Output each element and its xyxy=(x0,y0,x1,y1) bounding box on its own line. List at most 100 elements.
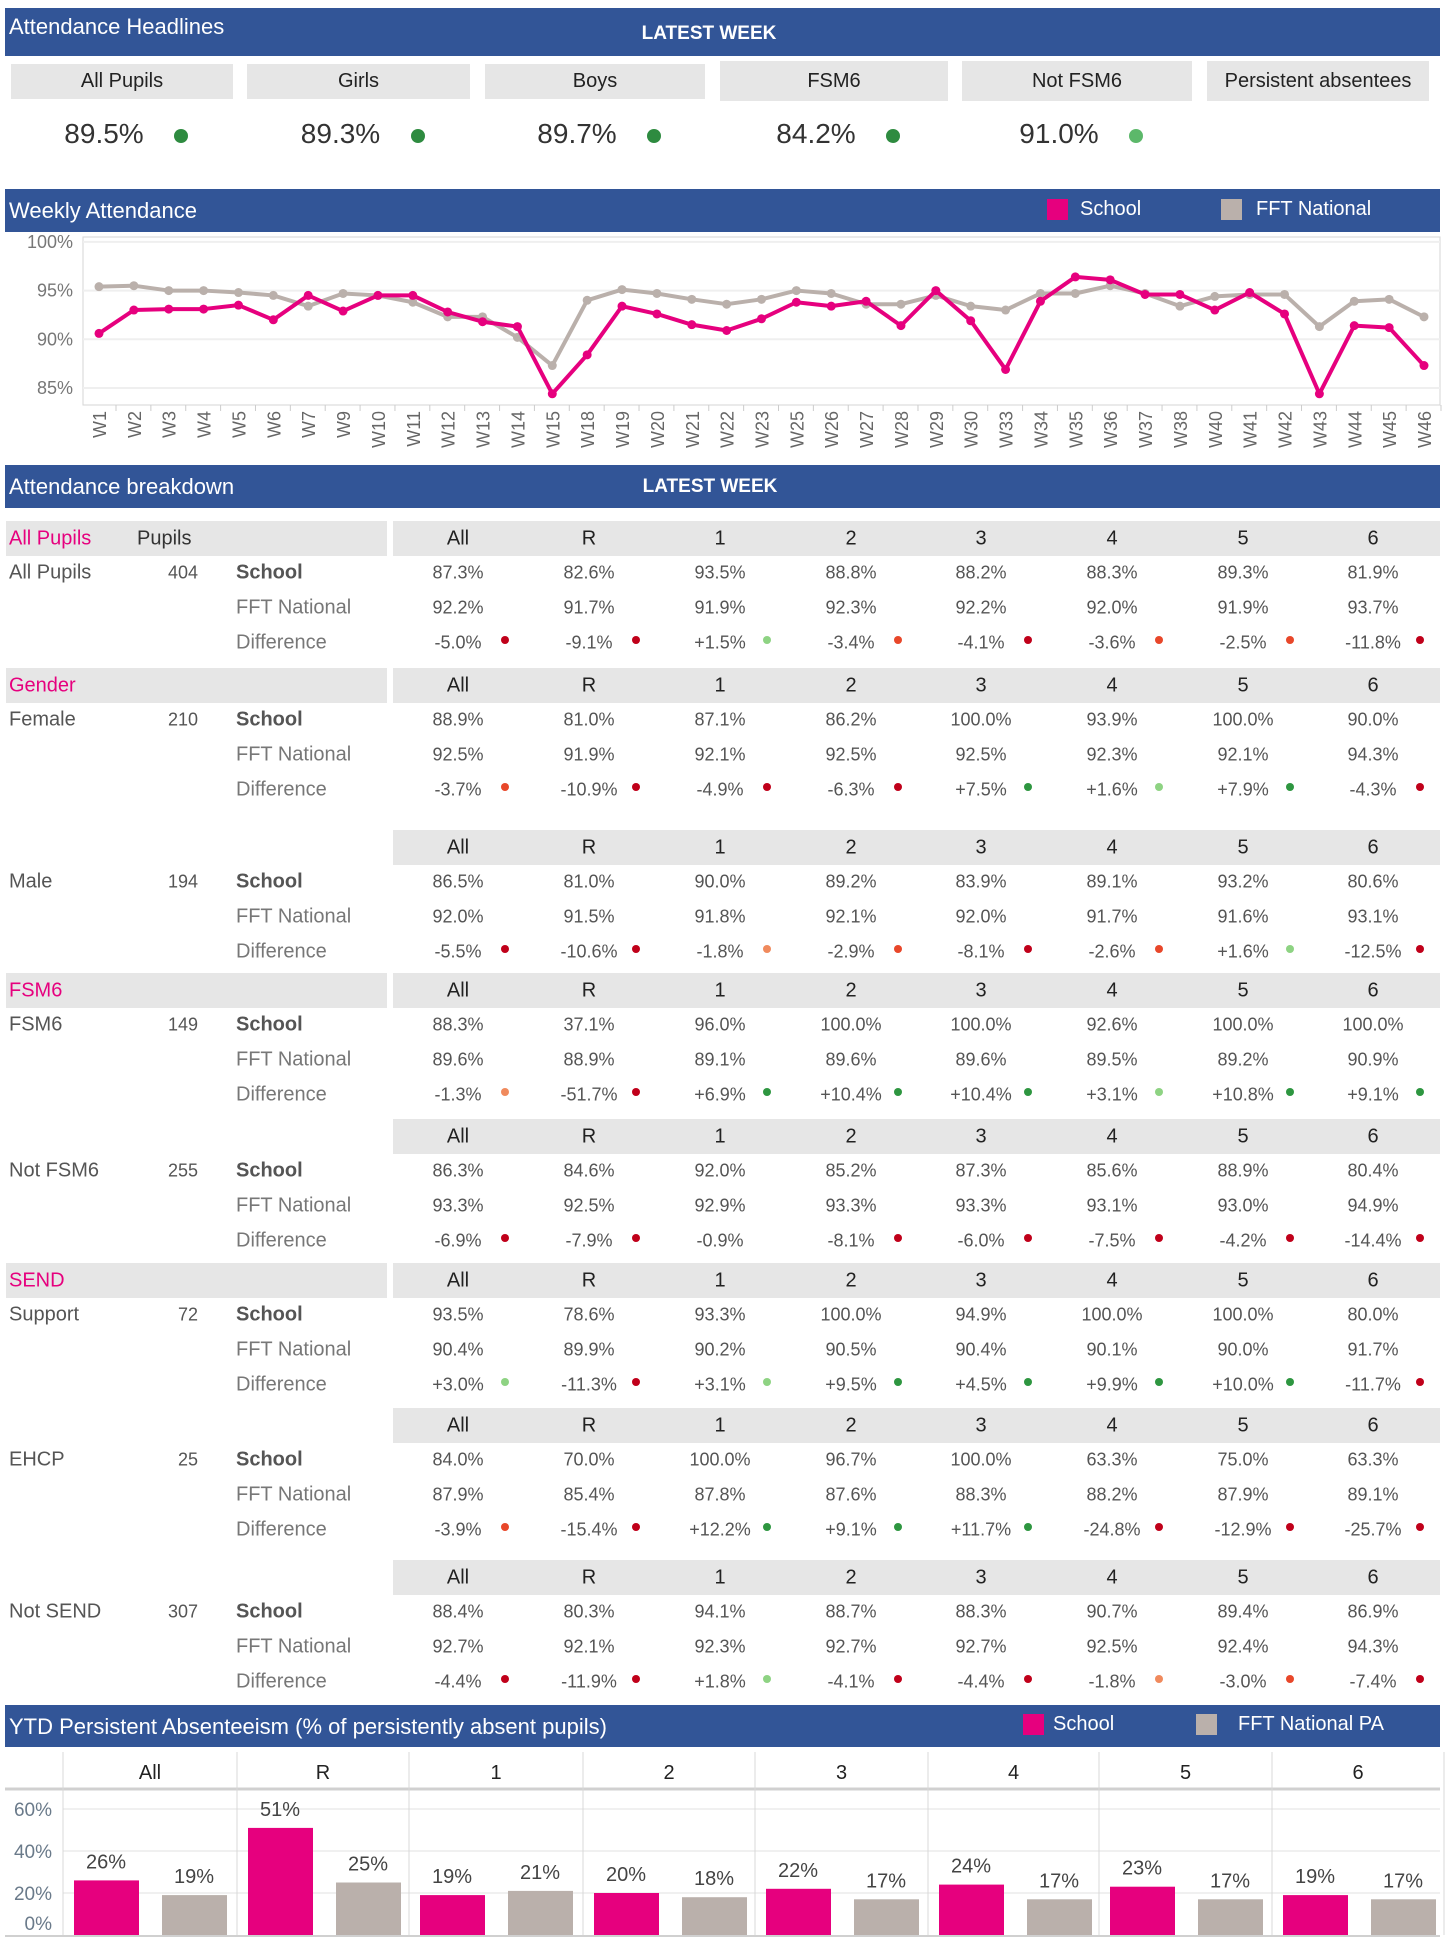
status-dot-icon xyxy=(1129,129,1143,143)
national-value: 92.3% xyxy=(825,597,877,618)
school-value: 100.0% xyxy=(950,1014,1012,1035)
grade-header-5: 5 xyxy=(1237,1566,1249,1589)
pupil-count: 25 xyxy=(177,1449,198,1470)
headline-value: 84.2% xyxy=(776,118,856,149)
headline-value: 89.5% xyxy=(64,118,144,149)
grade-header-r: R xyxy=(581,1566,597,1589)
data-point-school xyxy=(94,328,104,338)
school-value: 37.1% xyxy=(563,1014,615,1035)
school-value: 82.6% xyxy=(563,562,615,583)
school-value: 96.0% xyxy=(694,1014,746,1035)
school-value: 78.6% xyxy=(563,1304,615,1325)
bar-school xyxy=(1110,1886,1175,1935)
national-legend-label: FFT National xyxy=(1256,198,1372,220)
data-point-school xyxy=(338,306,348,316)
x-tick-label: W28 xyxy=(892,411,912,448)
status-dot-icon xyxy=(1024,1234,1032,1242)
school-value: 81.0% xyxy=(563,709,615,730)
school-value: 86.5% xyxy=(432,871,484,892)
data-point-school xyxy=(861,296,871,306)
data-point-national xyxy=(1070,288,1080,298)
grade-header-3: 3 xyxy=(975,979,987,1002)
national-value: 89.1% xyxy=(1347,1484,1399,1505)
status-dot-icon xyxy=(174,129,188,143)
x-tick-label: W7 xyxy=(299,411,319,438)
bar-national xyxy=(162,1895,227,1935)
data-point-school xyxy=(1070,272,1080,282)
difference-value: -8.1% xyxy=(827,1230,875,1251)
data-point-school xyxy=(652,309,662,319)
national-value: 92.1% xyxy=(694,744,746,765)
grade-header-6: 6 xyxy=(1367,1414,1379,1437)
data-point-school xyxy=(1210,305,1220,315)
difference-value: +10.0% xyxy=(1212,1374,1274,1395)
headline-tile-all-pupils: All Pupils xyxy=(11,64,233,99)
difference-value: +9.1% xyxy=(1347,1084,1399,1105)
status-dot-icon xyxy=(1416,1234,1424,1242)
grade-header-row xyxy=(393,1560,1440,1595)
grade-header-all: All xyxy=(446,1414,470,1437)
national-value: 90.4% xyxy=(955,1339,1007,1360)
difference-value: -1.3% xyxy=(434,1084,482,1105)
y-tick-label: 85% xyxy=(37,378,73,398)
school-legend-label: School xyxy=(1080,198,1142,220)
school-value: 100.0% xyxy=(820,1014,882,1035)
status-dot-icon xyxy=(1416,1523,1424,1531)
data-point-school xyxy=(896,321,906,331)
category-label: R xyxy=(316,1762,330,1784)
status-dot-icon xyxy=(647,129,661,143)
status-dot-icon xyxy=(763,636,771,644)
national-value: 94.3% xyxy=(1347,744,1399,765)
national-value: 93.3% xyxy=(825,1195,877,1216)
difference-value: +1.6% xyxy=(1217,941,1269,962)
school-value: 100.0% xyxy=(820,1304,882,1325)
school-value: 100.0% xyxy=(950,1449,1012,1470)
data-point-national xyxy=(582,295,592,305)
national-value: 89.1% xyxy=(694,1049,746,1070)
status-dot-icon xyxy=(1416,1088,1424,1096)
status-dot-icon xyxy=(763,1378,771,1386)
difference-value: -4.4% xyxy=(434,1671,482,1692)
row-label-difference: Difference xyxy=(236,1373,327,1396)
difference-value: -4.3% xyxy=(1349,779,1397,800)
difference-value: -0.9% xyxy=(696,1230,744,1251)
grade-header-r: R xyxy=(581,1269,597,1292)
status-dot-icon xyxy=(763,783,771,791)
national-value: 92.1% xyxy=(1217,744,1269,765)
national-value: 90.9% xyxy=(1347,1049,1399,1070)
difference-value: -2.5% xyxy=(1219,632,1267,653)
grade-header-4: 4 xyxy=(1106,1125,1118,1148)
grade-header-row xyxy=(393,830,1440,865)
difference-value: +1.8% xyxy=(694,1671,746,1692)
pupil-count: 210 xyxy=(167,709,198,730)
difference-value: +3.1% xyxy=(1086,1084,1138,1105)
grade-header-all: All xyxy=(446,1125,470,1148)
data-point-school xyxy=(1105,275,1115,285)
grade-header-3: 3 xyxy=(975,1125,987,1148)
x-tick-label: W20 xyxy=(648,411,668,448)
school-legend-swatch xyxy=(1047,199,1068,220)
school-value: 93.3% xyxy=(694,1304,746,1325)
data-point-national xyxy=(687,294,697,304)
difference-value: -8.1% xyxy=(957,941,1005,962)
national-value: 93.3% xyxy=(432,1195,484,1216)
headline-tile-fsm6: FSM6 xyxy=(720,61,948,101)
national-value: 92.4% xyxy=(1217,1636,1269,1657)
data-point-national xyxy=(1001,305,1011,315)
status-dot-icon xyxy=(1155,783,1163,791)
school-value: 85.2% xyxy=(825,1160,877,1181)
data-point-school xyxy=(687,320,697,330)
data-point-national xyxy=(1280,289,1290,299)
difference-value: -6.9% xyxy=(434,1230,482,1251)
national-value: 92.3% xyxy=(694,1636,746,1657)
grade-header-3: 3 xyxy=(975,674,987,697)
status-dot-icon xyxy=(632,783,640,791)
persistent-absence-chart: 0% 20% 40% 60% All 26% 19% R 51% 25% 1 19% 21% 2 20% 18… xyxy=(5,1752,1445,1937)
difference-value: -14.4% xyxy=(1344,1230,1402,1251)
national-value: 92.5% xyxy=(825,744,877,765)
grade-header-4: 4 xyxy=(1106,1566,1118,1589)
national-value: 87.9% xyxy=(1217,1484,1269,1505)
national-value: 88.9% xyxy=(563,1049,615,1070)
data-point-national xyxy=(199,286,209,296)
bar-school xyxy=(74,1880,139,1935)
